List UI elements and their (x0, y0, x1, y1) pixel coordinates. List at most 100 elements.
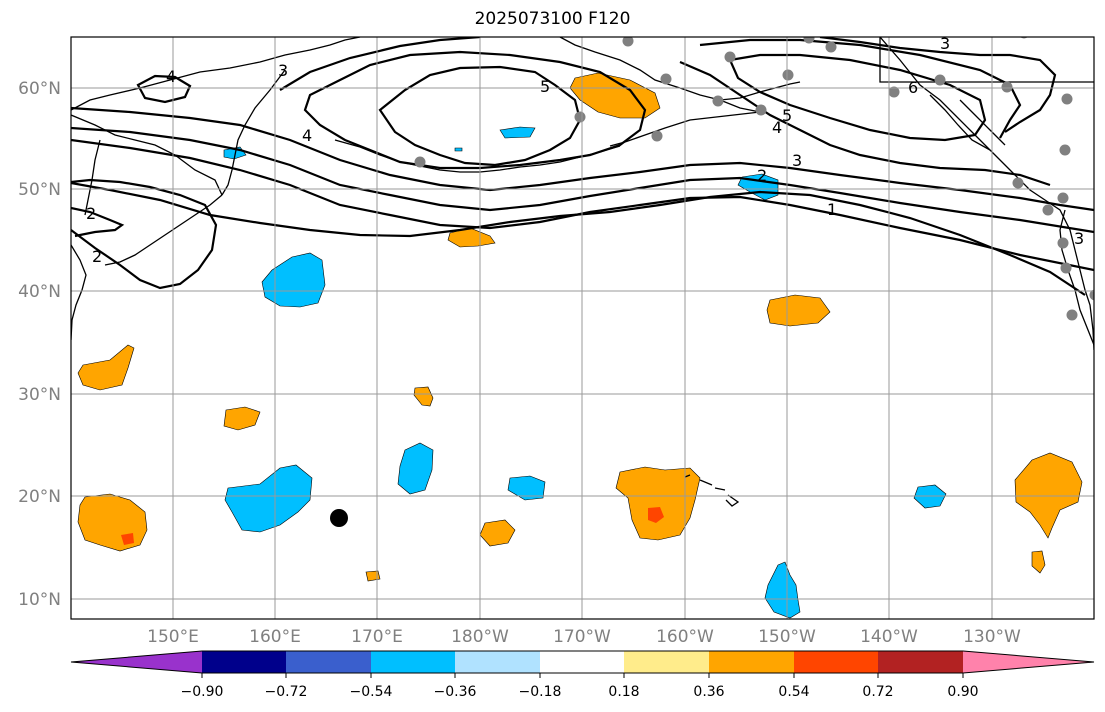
contour-label: 4 (772, 118, 782, 137)
station-dot (1061, 93, 1073, 105)
coastline-canada (879, 37, 1094, 351)
contour-label: 3 (940, 34, 950, 53)
colorbar-tick-label: 0.54 (778, 684, 809, 700)
anomaly-fill (1031, 550, 1046, 574)
coastline-canada-islands (929, 94, 1006, 151)
contour-line-5 (71, 178, 218, 290)
lat-label: 10°N (18, 590, 61, 610)
strong-anomaly-fill (121, 533, 134, 545)
contour-line-11 (728, 53, 987, 142)
contour-label: 1 (827, 200, 837, 219)
colorbar-tick-labels: −0.90 −0.72 −0.54 −0.36 −0.18 0.18 0.36 … (181, 684, 979, 700)
contour-line-8 (303, 50, 647, 170)
station-dot (803, 37, 815, 44)
contour-line-6 (71, 206, 125, 238)
anomaly-fill (766, 294, 831, 327)
anomaly-fill (615, 466, 701, 541)
lat-label: 50°N (18, 180, 61, 200)
anomaly-fill (77, 493, 148, 552)
colorbar-tick-label: −0.72 (265, 684, 308, 700)
contour-label: 4 (302, 126, 312, 145)
station-dot (1089, 289, 1094, 301)
anomaly-fill (224, 464, 313, 533)
lat-label: 20°N (18, 487, 61, 507)
anomaly-fill (77, 344, 135, 391)
colorbar: −0.90 −0.72 −0.54 −0.36 −0.18 0.18 0.36 … (70, 650, 1095, 700)
colorbar-cell (878, 651, 963, 673)
colorbar-ticks (201, 673, 964, 678)
contour-label: 2 (92, 247, 102, 266)
contour-line-4 (71, 181, 1086, 296)
station-dot (660, 73, 672, 85)
lat-label: 40°N (18, 282, 61, 302)
station-dot (825, 41, 837, 53)
coastline-alaska-peninsula (609, 99, 761, 147)
colorbar-tick-label: 0.90 (947, 684, 978, 700)
contour-line-7 (378, 65, 582, 167)
lon-label: 140°W (860, 627, 918, 647)
station-dot (782, 69, 794, 81)
colorbar-cell (624, 651, 709, 673)
contour-line-3 (71, 138, 1094, 272)
lon-label: 160°W (656, 627, 714, 647)
coastline-baja (1059, 209, 1094, 346)
anomaly-fill (447, 227, 496, 248)
anomaly-fill (397, 442, 434, 495)
station-markers (414, 37, 1094, 321)
contour-line-12 (699, 38, 1022, 139)
contour-label: 6 (908, 78, 918, 97)
anomaly-fill (261, 252, 326, 308)
strong-anomaly-fill (648, 507, 664, 523)
colorbar-cell (71, 651, 202, 673)
coastline-kamchatka (221, 69, 286, 196)
lon-label: 170°E (351, 627, 403, 647)
colorbar-cell (540, 651, 624, 673)
lon-label: 150°W (758, 627, 816, 647)
anomaly-fill (507, 475, 546, 501)
colorbar-cell (963, 651, 1094, 673)
coastline-okhotsk (71, 114, 223, 196)
contour-line-9 (279, 37, 481, 91)
contour-label: 3 (792, 151, 802, 170)
colorbar-tick-label: −0.36 (434, 684, 477, 700)
colorbar-cell (371, 651, 455, 673)
contour-line-14 (679, 60, 1051, 187)
coastline-alaska (559, 37, 801, 101)
colorbar-tick-label: −0.18 (519, 684, 562, 700)
station-dot (934, 74, 946, 86)
anomaly-fill (365, 570, 381, 582)
lat-label: 60°N (18, 79, 61, 99)
station-dot (888, 86, 900, 98)
contour-label: 2 (86, 204, 96, 223)
gridlines (71, 37, 1094, 619)
colorbar-cell (202, 651, 286, 673)
colorbar-tick-label: −0.90 (181, 684, 224, 700)
lon-label: 180°W (451, 627, 509, 647)
contour-line-13 (819, 37, 1057, 133)
station-dot (1057, 192, 1069, 204)
contour-label: 4 (166, 67, 176, 86)
anomaly-fill (499, 126, 536, 139)
lon-label: 130°W (963, 627, 1021, 647)
station-dot (1012, 177, 1024, 189)
coastline-japan (71, 244, 87, 341)
contour-label: 5 (540, 77, 550, 96)
coastline-kurils (104, 194, 223, 266)
contour-line-1 (71, 106, 1094, 212)
station-dot (622, 37, 634, 47)
contour-line-10 (136, 74, 192, 104)
latitude-axis: 60°N 50°N 40°N 30°N 20°N 10°N (18, 79, 61, 610)
storm-center-marker (330, 509, 348, 527)
station-dot (1066, 309, 1078, 321)
lon-label: 170°W (553, 627, 611, 647)
map-title: 2025073100 F120 (474, 9, 631, 29)
station-dot (1060, 262, 1072, 274)
station-dot (1042, 204, 1054, 216)
station-dot (651, 130, 663, 142)
colorbar-tick-label: 0.18 (608, 684, 639, 700)
lat-label: 30°N (18, 385, 61, 405)
colorbar-cell (286, 651, 371, 673)
lon-label: 150°E (147, 627, 199, 647)
colorbar-tick-label: −0.54 (350, 684, 393, 700)
